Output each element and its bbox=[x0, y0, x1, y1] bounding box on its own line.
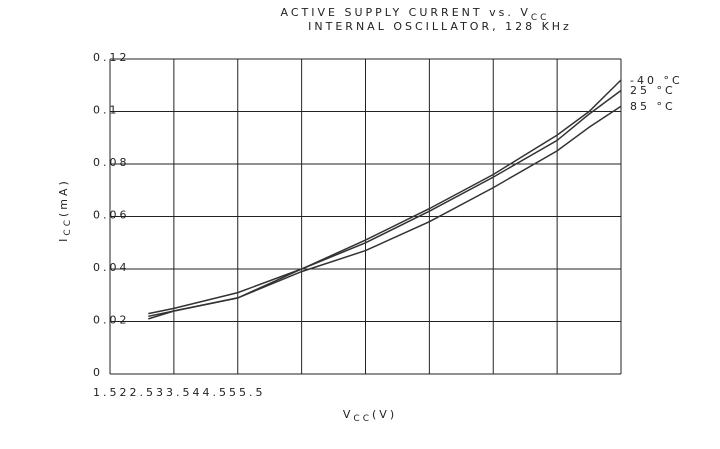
x-tick-label: 4.5 bbox=[203, 386, 230, 399]
x-tick-label: 3 bbox=[156, 386, 166, 399]
y-label-text: I bbox=[57, 236, 70, 242]
legend-label: 85 °C bbox=[630, 100, 676, 113]
series-line bbox=[148, 79, 622, 318]
x-tick-label: 3.5 bbox=[166, 386, 193, 399]
x-tick-label: 5.5 bbox=[239, 386, 266, 399]
x-tick-label: 2 bbox=[120, 386, 130, 399]
legend-label: 25 °C bbox=[630, 84, 676, 97]
x-tick-labels: 1.522.533.544.555.5 bbox=[93, 386, 266, 399]
y-tick-label: 0.08 bbox=[93, 156, 130, 169]
series-line bbox=[148, 105, 622, 320]
y-label-subscript: CC bbox=[63, 217, 73, 236]
x-tick-label: 2.5 bbox=[130, 386, 157, 399]
x-label-text: V bbox=[343, 408, 354, 421]
y-tick-label: 0.12 bbox=[93, 51, 130, 64]
y-tick-label: 0.04 bbox=[93, 261, 130, 274]
x-axis-label: VCC(V) bbox=[343, 408, 397, 424]
chart-title: ACTIVE SUPPLY CURRENT vs. VCC bbox=[281, 6, 550, 23]
x-tick-label: 4 bbox=[193, 386, 203, 399]
series-line bbox=[148, 89, 622, 315]
title-text: ACTIVE SUPPLY CURRENT vs. V bbox=[281, 6, 531, 19]
y-label-unit: (mA) bbox=[57, 178, 70, 217]
y-tick-label: 0.06 bbox=[93, 209, 130, 222]
y-tick-label: 0.02 bbox=[93, 314, 130, 327]
x-label-unit: (V) bbox=[372, 408, 397, 421]
y-axis-label: ICC(mA) bbox=[57, 178, 73, 242]
x-tick-label: 5 bbox=[229, 386, 239, 399]
title-subscript: CC bbox=[531, 13, 550, 23]
y-tick-label: 0 bbox=[93, 366, 103, 379]
x-label-subscript: CC bbox=[353, 414, 372, 424]
legend-label: -40 °C bbox=[630, 74, 683, 87]
y-tick-label: 0.1 bbox=[93, 104, 120, 117]
chart-subtitle: INTERNAL OSCILLATOR, 128 KHz bbox=[308, 20, 572, 33]
x-tick-label: 1.5 bbox=[93, 386, 120, 399]
